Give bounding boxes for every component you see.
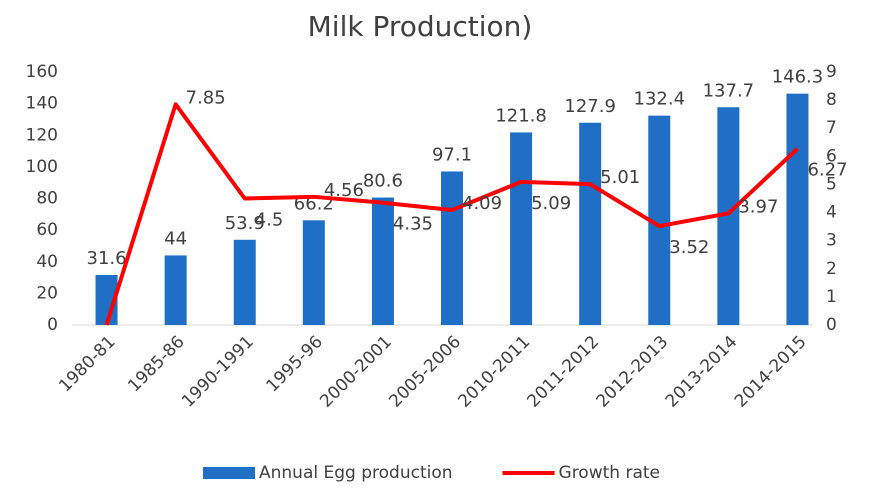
bar <box>717 107 740 325</box>
x-tick-label: 1980-81 <box>55 332 119 396</box>
data-label: 4.5 <box>255 210 284 231</box>
legend-label: Growth rate <box>559 463 660 483</box>
y2-tick-label: 2 <box>826 259 837 279</box>
bar <box>233 239 256 325</box>
data-label: 4.09 <box>462 193 502 214</box>
y2-tick-label: 8 <box>826 90 837 110</box>
data-label: 127.9 <box>564 96 616 117</box>
legend-label: Annual Egg production <box>259 463 453 483</box>
y2-tick-label: 4 <box>826 203 837 223</box>
data-label: 121.8 <box>495 105 547 126</box>
data-label: 3.52 <box>669 237 709 258</box>
x-tick-label: 2010-2011 <box>454 332 534 412</box>
y-tick-label: 0 <box>47 315 58 335</box>
x-tick-label: 2000-2001 <box>316 332 396 412</box>
data-label: 4.35 <box>393 214 433 235</box>
x-tick-label: 2014-2015 <box>731 332 811 412</box>
x-tick-label: 1990-1991 <box>178 332 258 412</box>
data-label: 3.97 <box>738 196 778 217</box>
data-label: 80.6 <box>363 171 403 192</box>
y-tick-label: 60 <box>36 220 58 240</box>
line <box>104 102 799 326</box>
data-label: 7.85 <box>186 87 226 108</box>
legend-swatch <box>203 467 255 479</box>
x-tick-label: 1985-86 <box>124 332 188 396</box>
data-label: 5.09 <box>531 193 571 214</box>
bar <box>371 197 394 325</box>
y2-tick-label: 3 <box>826 231 837 251</box>
data-label: 97.1 <box>432 144 472 165</box>
data-label: 6.27 <box>807 160 847 181</box>
y-tick-label: 120 <box>26 125 58 145</box>
bar <box>510 132 533 325</box>
y-tick-label: 20 <box>36 283 58 303</box>
bar <box>164 255 187 325</box>
y-tick-label: 140 <box>26 94 58 114</box>
bar <box>648 115 671 325</box>
x-tick-label: 2005-2006 <box>385 332 465 412</box>
bar <box>441 171 463 325</box>
data-label: 132.4 <box>634 89 686 110</box>
data-label: 44 <box>164 228 187 249</box>
x-tick-label: 2013-2014 <box>662 332 742 412</box>
bar <box>302 220 325 325</box>
y-tick-label: 80 <box>36 189 58 209</box>
y2-tick-label: 0 <box>826 315 837 335</box>
x-tick-label: 2012-2013 <box>593 332 673 412</box>
bar <box>786 93 809 326</box>
x-tick-label: 1995-96 <box>263 332 327 396</box>
data-label: 31.6 <box>87 248 127 269</box>
data-label: 53.9 <box>225 213 265 234</box>
y-tick-label: 160 <box>26 62 58 82</box>
data-label: 146.3 <box>772 67 824 88</box>
y2-tick-label: 5 <box>826 174 837 194</box>
x-tick-label: 2011-2012 <box>524 332 604 412</box>
chart-title: Milk Production) <box>308 10 533 43</box>
y2-tick-label: 6 <box>826 146 837 166</box>
y-tick-label: 100 <box>26 157 58 177</box>
data-label: 5.01 <box>600 167 640 188</box>
y-tick-label: 40 <box>36 252 58 272</box>
y2-tick-label: 7 <box>826 118 837 138</box>
data-label: 137.7 <box>703 80 755 101</box>
bar <box>579 122 602 326</box>
y2-tick-label: 1 <box>826 287 837 307</box>
y2-tick-label: 9 <box>826 62 837 82</box>
data-label: 4.56 <box>324 180 364 201</box>
